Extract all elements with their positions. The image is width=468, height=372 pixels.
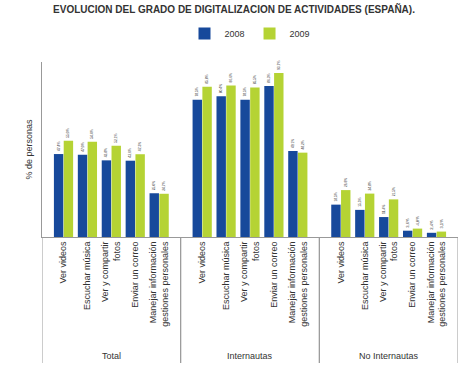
svg-text:Enviar un correo: Enviar un correo	[130, 242, 140, 308]
svg-text:No Internautas: No Internautas	[359, 351, 419, 361]
svg-text:EVOLUCION DEL GRADO DE DIGITAL: EVOLUCION DEL GRADO DE DIGITALIZACION DE…	[53, 3, 415, 15]
svg-text:3,6%: 3,6%	[405, 218, 410, 228]
svg-text:% de personas: % de personas	[24, 119, 34, 180]
svg-text:Manejar informacióngestiones p: Manejar informacióngestiones personales	[426, 241, 448, 327]
svg-text:2008: 2008	[225, 29, 245, 39]
svg-text:26,8%: 26,8%	[344, 178, 348, 187]
svg-text:85,5%: 85,5%	[253, 75, 257, 84]
svg-text:Total: Total	[102, 351, 121, 361]
svg-text:55,0%: 55,0%	[66, 128, 70, 137]
svg-text:Manejar informacióngestiones p: Manejar informacióngestiones personales	[287, 241, 309, 327]
svg-text:Escuchar música: Escuchar música	[221, 242, 231, 311]
svg-text:Escuchar música: Escuchar música	[360, 242, 370, 311]
svg-text:3,1%: 3,1%	[439, 219, 444, 229]
svg-text:2009: 2009	[290, 29, 310, 39]
svg-text:49,1%: 49,1%	[291, 139, 295, 148]
svg-text:Internautas: Internautas	[227, 351, 273, 361]
svg-text:18,5%: 18,5%	[334, 192, 338, 201]
svg-text:86,3%: 86,3%	[267, 74, 271, 83]
svg-text:Ver y compartirfotos: Ver y compartirfotos	[239, 241, 261, 302]
svg-text:Manejar informacióngestiones p: Manejar informacióngestiones personales	[148, 241, 170, 327]
svg-text:86,6%: 86,6%	[229, 73, 233, 82]
svg-text:25,0%: 25,0%	[152, 181, 156, 190]
svg-text:93,7%: 93,7%	[277, 61, 281, 70]
svg-text:11,4%: 11,4%	[382, 205, 386, 214]
svg-text:2,4%: 2,4%	[429, 220, 434, 230]
svg-text:47,3%: 47,3%	[138, 142, 142, 151]
svg-text:Ver y compartirfotos: Ver y compartirfotos	[378, 241, 400, 302]
svg-text:Ver y compartirfotos: Ver y compartirfotos	[100, 241, 122, 302]
svg-text:43,6%: 43,6%	[128, 148, 132, 157]
svg-text:52,1%: 52,1%	[114, 133, 118, 142]
svg-text:48,2%: 48,2%	[301, 140, 305, 149]
svg-text:85,8%: 85,8%	[205, 74, 209, 83]
svg-text:47,0%: 47,0%	[81, 142, 85, 151]
svg-text:24,8%: 24,8%	[368, 181, 372, 190]
svg-text:78,5%: 78,5%	[243, 87, 247, 96]
svg-text:47,4%: 47,4%	[57, 142, 61, 151]
svg-text:78,5%: 78,5%	[195, 87, 199, 96]
svg-text:54,4%: 54,4%	[90, 129, 94, 138]
svg-text:24,7%: 24,7%	[162, 181, 166, 190]
svg-text:Ver videos: Ver videos	[336, 241, 346, 284]
svg-text:Ver videos: Ver videos	[58, 241, 68, 284]
svg-text:15,5%: 15,5%	[358, 197, 362, 206]
svg-text:Escuchar música: Escuchar música	[82, 242, 92, 311]
svg-text:Enviar un correo: Enviar un correo	[269, 242, 279, 308]
svg-text:43,8%: 43,8%	[104, 148, 108, 157]
svg-text:80,4%: 80,4%	[219, 84, 223, 93]
svg-text:21,5%: 21,5%	[392, 187, 396, 196]
svg-text:Enviar un correo: Enviar un correo	[407, 242, 417, 308]
svg-text:Ver videos: Ver videos	[197, 241, 207, 284]
svg-text:4,8%: 4,8%	[415, 216, 420, 226]
